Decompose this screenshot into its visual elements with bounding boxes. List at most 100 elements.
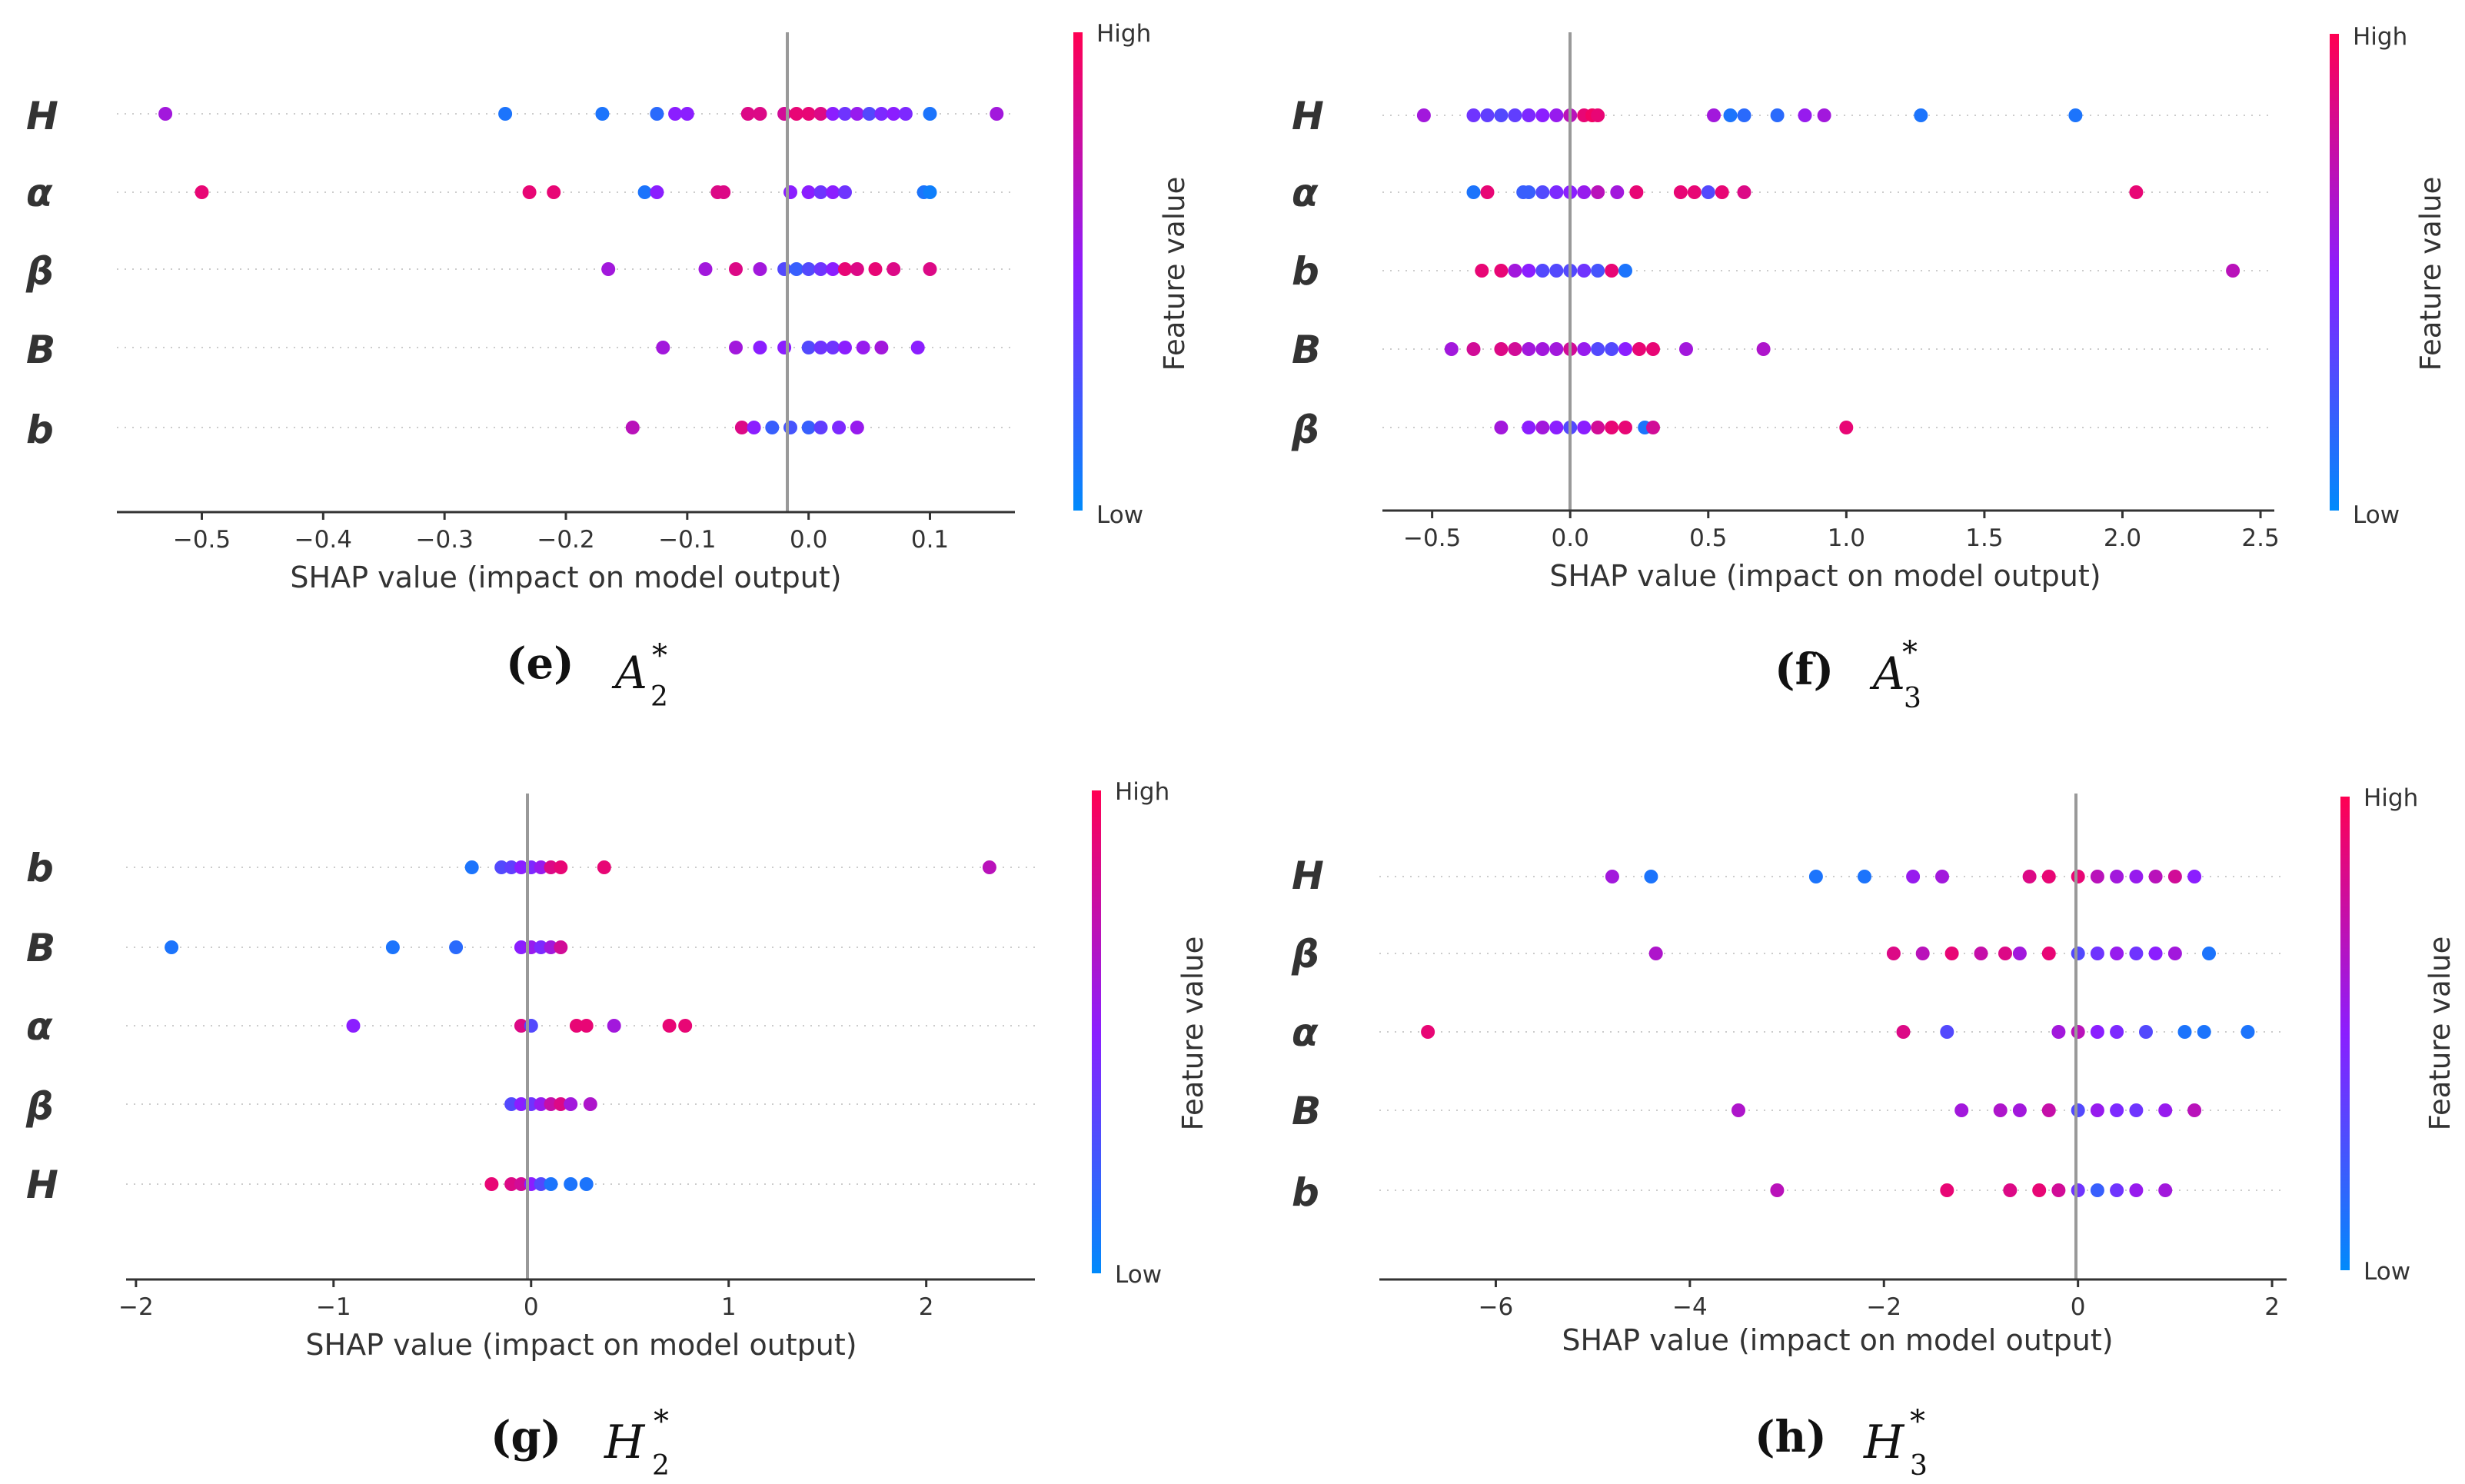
panel-e-points bbox=[158, 107, 1004, 434]
shap-point bbox=[2012, 947, 2027, 960]
panel-e-x-label: SHAP value (impact on model output) bbox=[290, 561, 841, 594]
shap-point bbox=[789, 262, 803, 276]
colorbar-gradient bbox=[1073, 32, 1083, 511]
shap-point bbox=[813, 421, 828, 434]
shap-point bbox=[2051, 1183, 2066, 1197]
shap-point bbox=[1577, 342, 1592, 356]
shap-point bbox=[826, 262, 840, 276]
x-tick-label: 2 bbox=[2264, 1293, 2280, 1321]
panel-g-caption-label: (g) bbox=[491, 1412, 561, 1462]
panel-h-feature-label: α bbox=[1292, 1010, 1319, 1055]
shap-point bbox=[1591, 421, 1605, 434]
shap-point bbox=[2129, 185, 2144, 199]
shap-point bbox=[1940, 1183, 1954, 1197]
shap-point bbox=[826, 107, 840, 121]
shap-point bbox=[2129, 947, 2144, 960]
panel-f-caption-label: (f) bbox=[1775, 644, 1834, 695]
x-tick-label: 2.0 bbox=[2104, 524, 2141, 552]
panel-h-caption-label: (h) bbox=[1755, 1412, 1827, 1462]
x-tick-label: −6 bbox=[1479, 1293, 1514, 1321]
shap-point bbox=[544, 1177, 558, 1191]
shap-point bbox=[2177, 1025, 2192, 1039]
panel-h-feature-label: b bbox=[1292, 1170, 1319, 1215]
shap-point bbox=[1605, 264, 1619, 278]
shap-point bbox=[1591, 108, 1605, 122]
shap-point bbox=[1549, 342, 1564, 356]
shap-point bbox=[514, 1097, 528, 1111]
shap-point bbox=[1508, 108, 1522, 122]
shap-point bbox=[534, 1177, 548, 1191]
shap-point bbox=[1494, 421, 1509, 434]
shap-point bbox=[1591, 342, 1605, 356]
shap-point bbox=[923, 107, 937, 121]
shap-point bbox=[678, 1019, 693, 1033]
x-tick-label: −0.1 bbox=[658, 526, 716, 554]
shap-point bbox=[650, 185, 664, 199]
shap-point bbox=[801, 262, 816, 276]
shap-point bbox=[2090, 1183, 2104, 1197]
shap-point bbox=[856, 341, 870, 354]
shap-point bbox=[1644, 870, 1658, 883]
shap-point bbox=[514, 860, 528, 874]
shap-point bbox=[385, 940, 400, 954]
shap-point bbox=[874, 341, 889, 354]
shap-point bbox=[2032, 1183, 2047, 1197]
shap-point bbox=[813, 185, 828, 199]
shap-point bbox=[1679, 342, 1693, 356]
shap-point bbox=[783, 421, 797, 434]
shap-point bbox=[2068, 108, 2083, 122]
shap-point bbox=[813, 107, 828, 121]
shap-point bbox=[165, 940, 179, 954]
shap-point bbox=[717, 185, 731, 199]
panel-g-feature-label: b bbox=[26, 846, 54, 890]
shap-point bbox=[2041, 870, 2056, 883]
shap-point bbox=[547, 185, 561, 199]
shap-point bbox=[1632, 342, 1646, 356]
shap-point bbox=[637, 185, 652, 199]
shap-point bbox=[887, 262, 901, 276]
x-tick-label: 0 bbox=[524, 1293, 539, 1321]
shap-point bbox=[2051, 1025, 2066, 1039]
panel-g-x-label: SHAP value (impact on model output) bbox=[305, 1328, 857, 1362]
shap-point bbox=[1648, 947, 1663, 960]
shap-point bbox=[1944, 947, 1959, 960]
shap-point bbox=[868, 262, 883, 276]
shap-point bbox=[569, 1019, 584, 1033]
shap-point bbox=[346, 1019, 361, 1033]
shap-point bbox=[1549, 421, 1564, 434]
shap-point bbox=[158, 107, 173, 121]
x-tick-label: −1 bbox=[316, 1293, 351, 1321]
shap-point bbox=[595, 107, 610, 121]
shap-point bbox=[826, 341, 840, 354]
shap-point bbox=[1673, 185, 1688, 199]
shap-point bbox=[534, 1097, 548, 1111]
shap-point bbox=[680, 107, 694, 121]
shap-point bbox=[1535, 264, 1550, 278]
shap-point bbox=[1701, 185, 1715, 199]
shap-point bbox=[564, 1177, 578, 1191]
shap-point bbox=[789, 107, 803, 121]
shap-point bbox=[1723, 108, 1738, 122]
panel-g-colorbar: High Low Feature value bbox=[1092, 778, 1209, 1289]
shap-point bbox=[1421, 1025, 1435, 1039]
panel-e-feature-label: B bbox=[26, 328, 55, 372]
shap-point bbox=[2139, 1025, 2153, 1039]
colorbar-axis-label: Feature value bbox=[1176, 937, 1209, 1131]
shap-point bbox=[874, 107, 889, 121]
colorbar-low-label: Low bbox=[2353, 501, 2400, 529]
shap-point bbox=[1466, 342, 1481, 356]
shap-point bbox=[2167, 870, 2182, 883]
shap-point bbox=[1494, 264, 1509, 278]
shap-point bbox=[1494, 108, 1509, 122]
shap-point bbox=[494, 860, 509, 874]
shap-point bbox=[650, 107, 664, 121]
colorbar-axis-label: Feature value bbox=[1158, 177, 1191, 371]
shap-point bbox=[2071, 1025, 2085, 1039]
shap-point bbox=[747, 421, 761, 434]
shap-point bbox=[2110, 1025, 2124, 1039]
shap-point bbox=[1535, 185, 1550, 199]
shap-point bbox=[2158, 1183, 2173, 1197]
panel-e-caption: (e) A * 2 bbox=[506, 638, 668, 713]
shap-point bbox=[1707, 108, 1721, 122]
shap-point bbox=[1416, 108, 1431, 122]
